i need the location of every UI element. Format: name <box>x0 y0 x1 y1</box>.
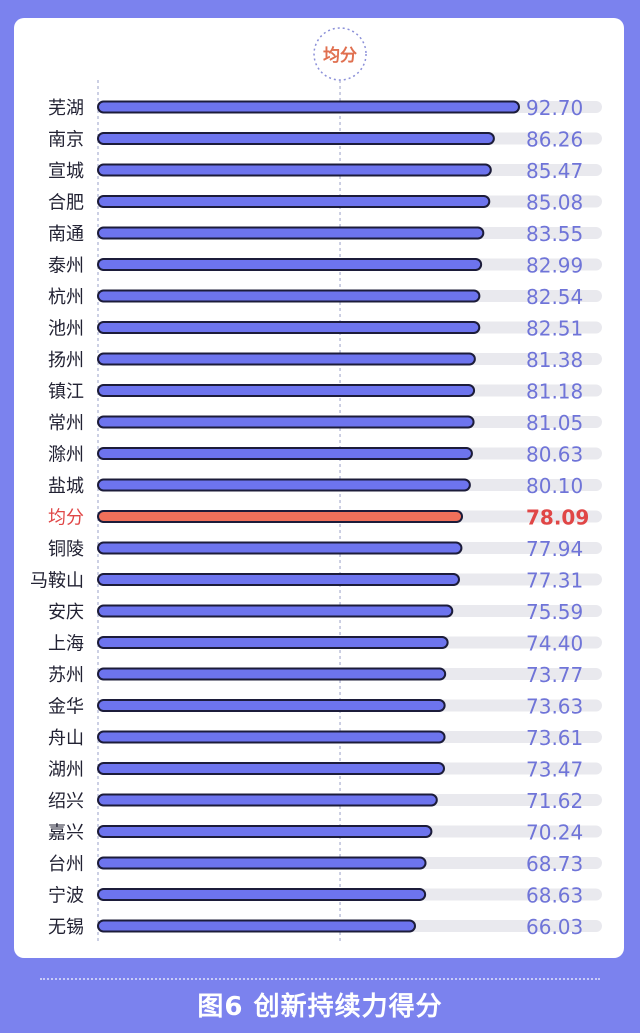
value-label: 66.03 <box>526 915 583 939</box>
value-label: 85.47 <box>526 159 583 183</box>
chart-card: 均分 芜湖 92.70 南京 86.26 宣城 85.47 合肥 85.08 南通 83.55 泰州 8… <box>14 18 624 958</box>
bar-马鞍山 <box>97 573 460 586</box>
bar-扬州 <box>97 352 476 366</box>
bar-南通 <box>97 226 485 240</box>
category-label: 舟山 <box>48 728 84 749</box>
category-label: 嘉兴 <box>48 823 84 844</box>
category-label: 南京 <box>48 130 84 151</box>
category-label: 马鞍山 <box>30 571 84 592</box>
bar-绍兴 <box>97 793 438 807</box>
value-label: 68.63 <box>526 884 583 908</box>
bar-泰州 <box>97 258 483 271</box>
value-label: 80.10 <box>526 474 583 498</box>
bar-均分 <box>97 510 464 523</box>
category-label: 均分 <box>48 508 84 529</box>
value-label: 81.05 <box>526 411 583 435</box>
bar-盐城 <box>97 478 471 492</box>
category-label: 镇江 <box>48 382 84 403</box>
bar-湖州 <box>97 762 446 775</box>
bar-宣城 <box>97 163 492 177</box>
bar-安庆 <box>97 604 454 618</box>
value-label: 81.38 <box>526 348 583 372</box>
value-label: 75.59 <box>526 600 583 624</box>
value-label: 85.08 <box>526 191 583 215</box>
category-label: 杭州 <box>48 287 84 308</box>
category-label: 湖州 <box>48 760 84 781</box>
value-label: 82.99 <box>526 254 583 278</box>
value-label: 78.09 <box>526 506 589 530</box>
category-label: 扬州 <box>48 350 84 371</box>
category-label: 宣城 <box>48 161 84 182</box>
value-label: 77.31 <box>526 569 583 593</box>
category-label: 芜湖 <box>48 98 84 119</box>
bar-南京 <box>97 132 495 145</box>
category-label: 铜陵 <box>48 539 84 560</box>
category-label: 宁波 <box>48 886 84 907</box>
category-label: 绍兴 <box>48 791 84 812</box>
category-label: 滁州 <box>48 445 84 466</box>
footer-title: 图6 创新持续力得分 <box>197 992 443 1022</box>
value-label: 92.70 <box>526 96 583 120</box>
value-label: 73.61 <box>526 726 583 750</box>
value-label: 68.73 <box>526 852 583 876</box>
bar-上海 <box>97 636 449 649</box>
category-label: 泰州 <box>48 256 84 277</box>
bar-嘉兴 <box>97 825 433 838</box>
value-label: 81.18 <box>526 380 583 404</box>
bar-苏州 <box>97 667 447 681</box>
value-label: 86.26 <box>526 128 583 152</box>
value-label: 80.63 <box>526 443 583 467</box>
value-label: 82.54 <box>526 285 583 309</box>
bar-宁波 <box>97 888 427 901</box>
category-label: 安庆 <box>48 602 84 623</box>
category-label: 台州 <box>48 854 84 875</box>
category-label: 无锡 <box>48 917 84 938</box>
category-label: 常州 <box>48 413 84 434</box>
bar-铜陵 <box>97 541 463 555</box>
bar-芜湖 <box>97 100 520 114</box>
bar-常州 <box>97 415 475 429</box>
bar-杭州 <box>97 289 481 303</box>
category-label: 金华 <box>48 697 84 718</box>
divider <box>40 978 600 980</box>
bar-滁州 <box>97 447 473 460</box>
category-label: 池州 <box>48 319 84 340</box>
value-label: 83.55 <box>526 222 583 246</box>
category-label: 合肥 <box>48 193 84 214</box>
category-label: 苏州 <box>48 665 84 686</box>
value-label: 73.47 <box>526 758 583 782</box>
bar-舟山 <box>97 730 446 744</box>
bar-无锡 <box>97 919 416 933</box>
bar-金华 <box>97 699 446 712</box>
value-label: 70.24 <box>526 821 583 845</box>
value-label: 74.40 <box>526 632 583 656</box>
value-label: 77.94 <box>526 537 583 561</box>
category-label: 上海 <box>48 634 84 655</box>
category-label: 盐城 <box>48 476 84 497</box>
category-label: 南通 <box>48 224 84 245</box>
value-label: 71.62 <box>526 789 583 813</box>
value-label: 73.63 <box>526 695 583 719</box>
bar-池州 <box>97 321 481 334</box>
value-label: 73.77 <box>526 663 583 687</box>
bar-合肥 <box>97 195 491 208</box>
value-label: 82.51 <box>526 317 583 341</box>
average-marker-circle <box>313 27 367 81</box>
bar-镇江 <box>97 384 476 397</box>
average-marker-label: 均分 <box>323 45 357 66</box>
bar-台州 <box>97 856 427 870</box>
